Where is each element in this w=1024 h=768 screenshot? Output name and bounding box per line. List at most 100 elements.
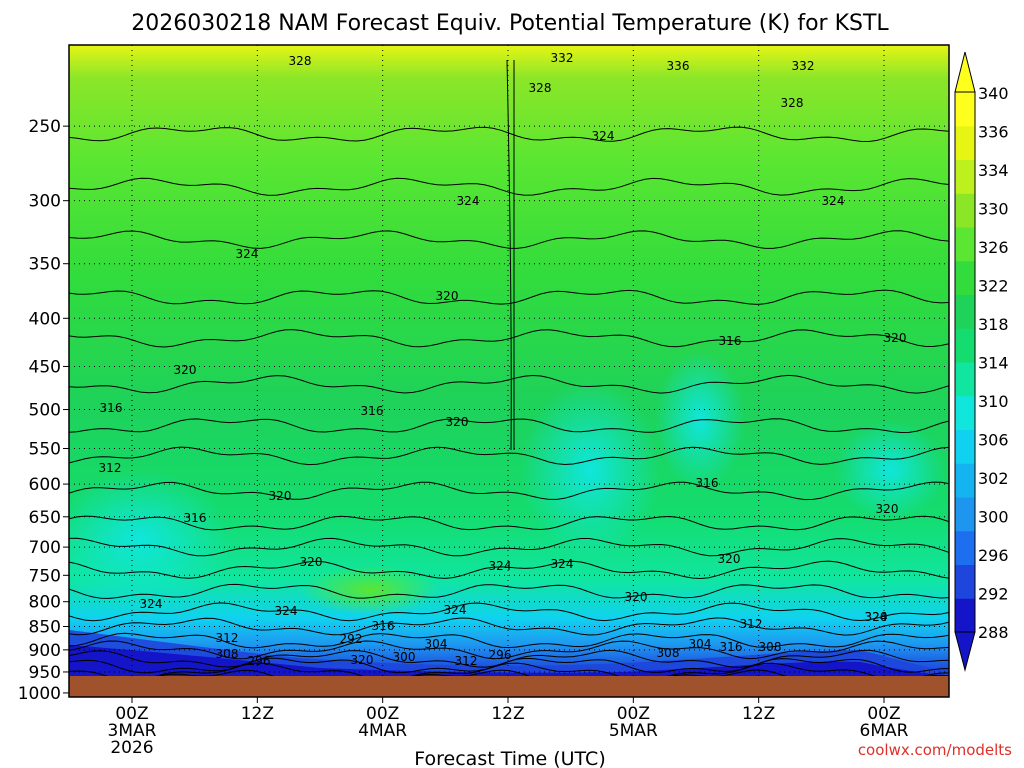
contour-line: [69, 560, 949, 580]
y-tick-label: 900: [29, 641, 61, 661]
green-region-low: [300, 565, 440, 615]
colorbar-swatch: [955, 463, 975, 498]
contour-line: [69, 329, 949, 348]
x-tick-label: 5MAR: [609, 721, 658, 741]
contour-label: 332: [551, 51, 574, 65]
colorbar-label: 310: [978, 392, 1009, 411]
contour-label: 324: [489, 559, 512, 573]
colorbar-label: 322: [978, 277, 1009, 296]
colorbar-label: 292: [978, 585, 1009, 604]
contour-label: 320: [865, 610, 888, 624]
contour-label: 324: [551, 557, 574, 571]
x-tick-label: 2026: [110, 738, 153, 758]
contour-line: [69, 418, 949, 434]
colorbar-label: 314: [978, 354, 1009, 373]
contour-label: 308: [216, 647, 239, 661]
contour-label: 324: [236, 247, 259, 261]
contour-line: [69, 537, 949, 557]
x-tick-label: 12Z: [491, 704, 524, 724]
colorbar: 340 336 334 330 326 322 318 314 310 306 302 300 296 2…: [954, 51, 1009, 672]
contour-label: 316: [184, 511, 207, 525]
colorbar-label: 296: [978, 546, 1009, 565]
contour-label: 324: [444, 603, 467, 617]
contour-line: [69, 662, 949, 682]
y-tick-label: 300: [29, 192, 61, 212]
colorbar-label: 288: [978, 623, 1009, 642]
contour-label: 324: [457, 194, 480, 208]
grid-lines: [69, 45, 949, 697]
contour-label: 324: [275, 604, 298, 618]
colorbar-top-arrow: [954, 51, 976, 93]
contour-label: 320: [446, 415, 469, 429]
cyan-region-mid: [520, 380, 660, 560]
colorbar-frame: [954, 91, 976, 633]
contour-label: 320: [876, 502, 899, 516]
contour-label: 296: [489, 648, 512, 662]
contour-label: 296: [248, 654, 271, 668]
contour-label: 300: [393, 650, 416, 664]
contour-label: 332: [792, 59, 815, 73]
y-tick-label: 850: [29, 617, 61, 637]
contour-label: 324: [822, 194, 845, 208]
contour-label: 324: [865, 610, 888, 624]
contour-label: 316: [719, 334, 742, 348]
y-tick-label: 600: [29, 475, 61, 495]
x-tick-label: 12Z: [241, 704, 274, 724]
contour-label: 320: [718, 552, 741, 566]
contour-lines: [69, 59, 949, 688]
y-tick-label: 700: [29, 538, 61, 558]
plot-frame: [68, 44, 950, 698]
contour-label: 316: [361, 404, 384, 418]
contour-line: [69, 230, 949, 249]
x-tick-label: 4MAR: [358, 721, 407, 741]
y-axis: 250 300 350 400 450 500 550 600 650 700 750 800 850 9…: [18, 117, 69, 704]
contour-line: [69, 657, 949, 674]
y-tick-label: 450: [29, 357, 61, 377]
contour-line: [69, 374, 949, 394]
contour-label: 320: [300, 555, 323, 569]
x-axis-label: Forecast Time (UTC): [414, 748, 605, 768]
contour-line: [69, 640, 949, 660]
colorbar-swatch: [955, 227, 975, 262]
x-tick-label: 12Z: [742, 704, 775, 724]
colorbar-swatch: [955, 564, 975, 599]
contour-label: 320: [884, 331, 907, 345]
colorbar-label: 306: [978, 431, 1009, 450]
contour-line: [69, 289, 949, 305]
y-tick-label: 1000: [18, 684, 61, 704]
colorbar-swatch: [955, 125, 975, 160]
contour-label: 320: [269, 489, 292, 503]
y-tick-label: 500: [29, 401, 61, 421]
ground: [69, 676, 949, 697]
colorbar-swatch: [955, 598, 975, 633]
contour-label: 304: [425, 637, 448, 651]
contour-line: [69, 617, 949, 636]
y-tick-label: 550: [29, 440, 61, 460]
colorbar-bottom-arrow: [954, 631, 976, 672]
x-tick-label: 00Z: [867, 704, 900, 724]
contour-label: 320: [174, 363, 197, 377]
contour-line: [69, 632, 949, 649]
contour-label: 312: [455, 654, 478, 668]
colorbar-label: 300: [978, 508, 1009, 527]
y-tick-label: 950: [29, 663, 61, 683]
colorbar-label: 318: [978, 315, 1009, 334]
contour-label: 324: [140, 597, 163, 611]
contour-label: 312: [99, 461, 122, 475]
contour-label: 320: [351, 653, 374, 667]
y-tick-label: 400: [29, 309, 61, 329]
y-tick-label: 750: [29, 566, 61, 586]
colorbar-label: 326: [978, 238, 1009, 257]
cyan-region-far-right: [835, 420, 945, 520]
contour-line: [69, 515, 949, 531]
x-tick-label: 00Z: [617, 704, 650, 724]
colorbar-swatch: [955, 294, 975, 329]
colorbar-swatch: [955, 362, 975, 397]
colorbar-swatch: [955, 497, 975, 532]
contour-label: 320: [625, 590, 648, 604]
colorbar-swatch: [955, 260, 975, 295]
contour-line: [69, 583, 949, 599]
